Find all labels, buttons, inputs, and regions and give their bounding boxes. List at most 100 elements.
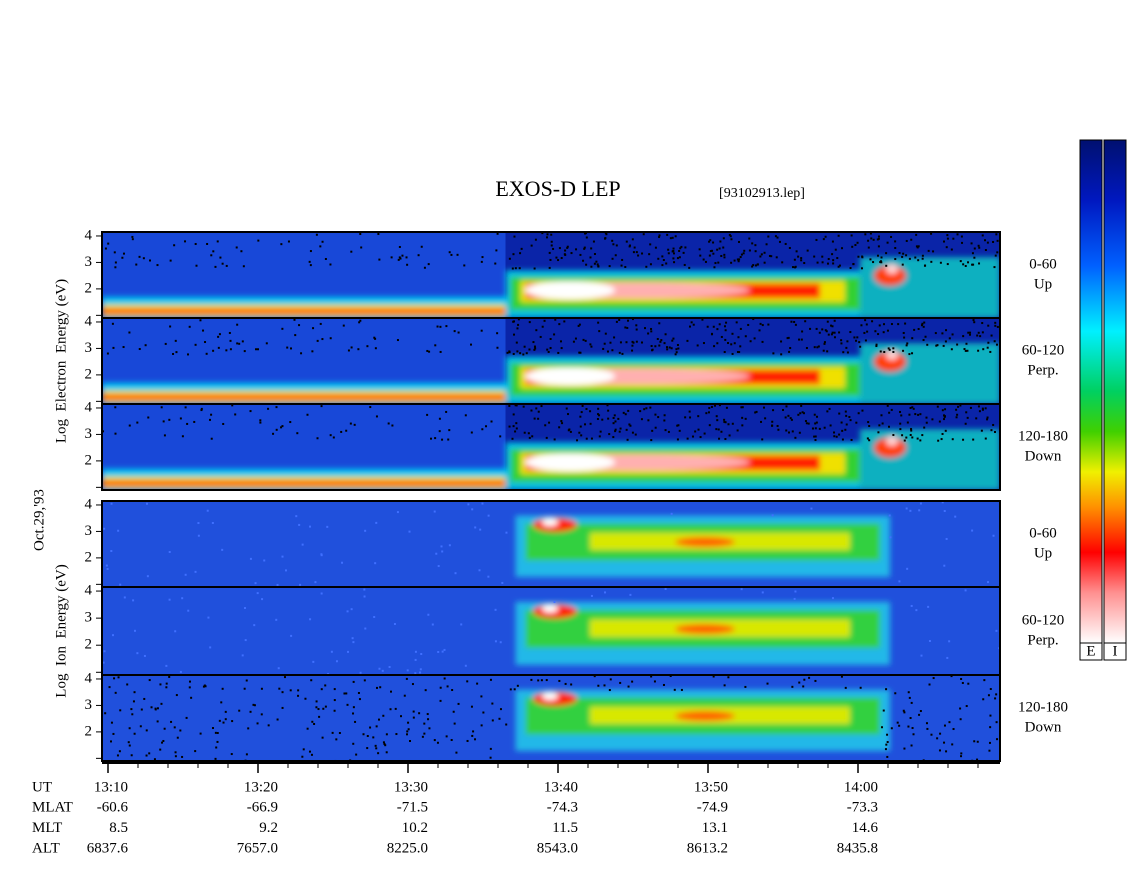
noise [518, 267, 521, 270]
noise [335, 738, 338, 741]
noise [604, 237, 607, 240]
date-label: Oct.29,'93 [31, 489, 47, 551]
noise [222, 721, 225, 724]
noise [946, 234, 949, 237]
noise [921, 257, 924, 260]
noise [943, 415, 946, 418]
noise [956, 343, 959, 346]
noise [243, 350, 246, 353]
noise [236, 342, 239, 345]
noise [506, 351, 509, 354]
noise [530, 244, 533, 247]
noise [674, 353, 677, 356]
noise [911, 406, 914, 409]
noise [491, 702, 494, 705]
noise [321, 338, 324, 341]
noise [215, 746, 218, 749]
noise [364, 529, 367, 532]
noise [438, 417, 441, 420]
noise [430, 437, 433, 440]
noise [730, 261, 733, 264]
noise [731, 352, 734, 355]
noise [702, 342, 705, 345]
core [542, 604, 558, 613]
noise [254, 582, 257, 585]
noise [476, 682, 479, 685]
noise [724, 421, 727, 424]
ephemeris-name: ALT [32, 840, 60, 856]
noise [938, 420, 941, 423]
noise [530, 409, 533, 412]
noise [534, 347, 537, 350]
noise [906, 567, 909, 570]
noise [332, 436, 335, 439]
noise [649, 263, 652, 266]
noise [952, 728, 955, 731]
noise [611, 257, 614, 260]
noise [631, 318, 634, 321]
noise [925, 421, 928, 424]
y-tick-label: 4 [85, 496, 93, 512]
noise [849, 331, 852, 334]
noise [112, 634, 115, 637]
noise [987, 341, 990, 344]
noise [481, 502, 484, 505]
noise [572, 340, 575, 343]
noise [514, 430, 517, 433]
noise [366, 735, 369, 738]
channel-label: 60-120 [1022, 612, 1065, 628]
noise [650, 327, 653, 330]
noise [788, 246, 791, 249]
noise [657, 416, 660, 419]
noise [590, 345, 593, 348]
noise [917, 327, 920, 330]
noise [723, 253, 726, 256]
noise [887, 347, 890, 350]
y-tick-label: 4 [85, 670, 93, 686]
noise [797, 413, 800, 416]
noise [384, 744, 387, 747]
noise [629, 593, 632, 596]
noise [222, 422, 225, 425]
noise [899, 410, 902, 413]
noise [758, 329, 761, 332]
noise [593, 675, 596, 678]
noise [423, 266, 426, 269]
noise [814, 427, 817, 430]
noise [751, 265, 754, 268]
noise [480, 329, 483, 332]
noise [431, 623, 434, 626]
noise [627, 319, 630, 322]
noise [174, 630, 177, 633]
noise [800, 338, 803, 341]
noise [499, 641, 502, 644]
noise [174, 755, 177, 758]
noise [396, 339, 399, 342]
noise [905, 507, 908, 510]
noise [932, 677, 935, 680]
noise [632, 251, 635, 254]
band [860, 429, 1000, 490]
noise [255, 348, 258, 351]
noise [866, 330, 869, 333]
noise [257, 239, 260, 242]
noise [736, 350, 739, 353]
noise [736, 258, 739, 261]
noise [437, 650, 440, 653]
noise [937, 439, 940, 442]
noise [907, 725, 910, 728]
noise [906, 342, 909, 345]
noise [426, 713, 429, 716]
noise [670, 512, 673, 515]
noise [217, 335, 220, 338]
noise [436, 741, 439, 744]
noise [791, 266, 794, 269]
noise [701, 318, 704, 321]
noise [194, 242, 197, 245]
noise [169, 325, 172, 328]
noise [528, 436, 531, 439]
noise [471, 508, 474, 511]
core [525, 281, 615, 300]
noise [324, 705, 327, 708]
noise [673, 261, 676, 264]
